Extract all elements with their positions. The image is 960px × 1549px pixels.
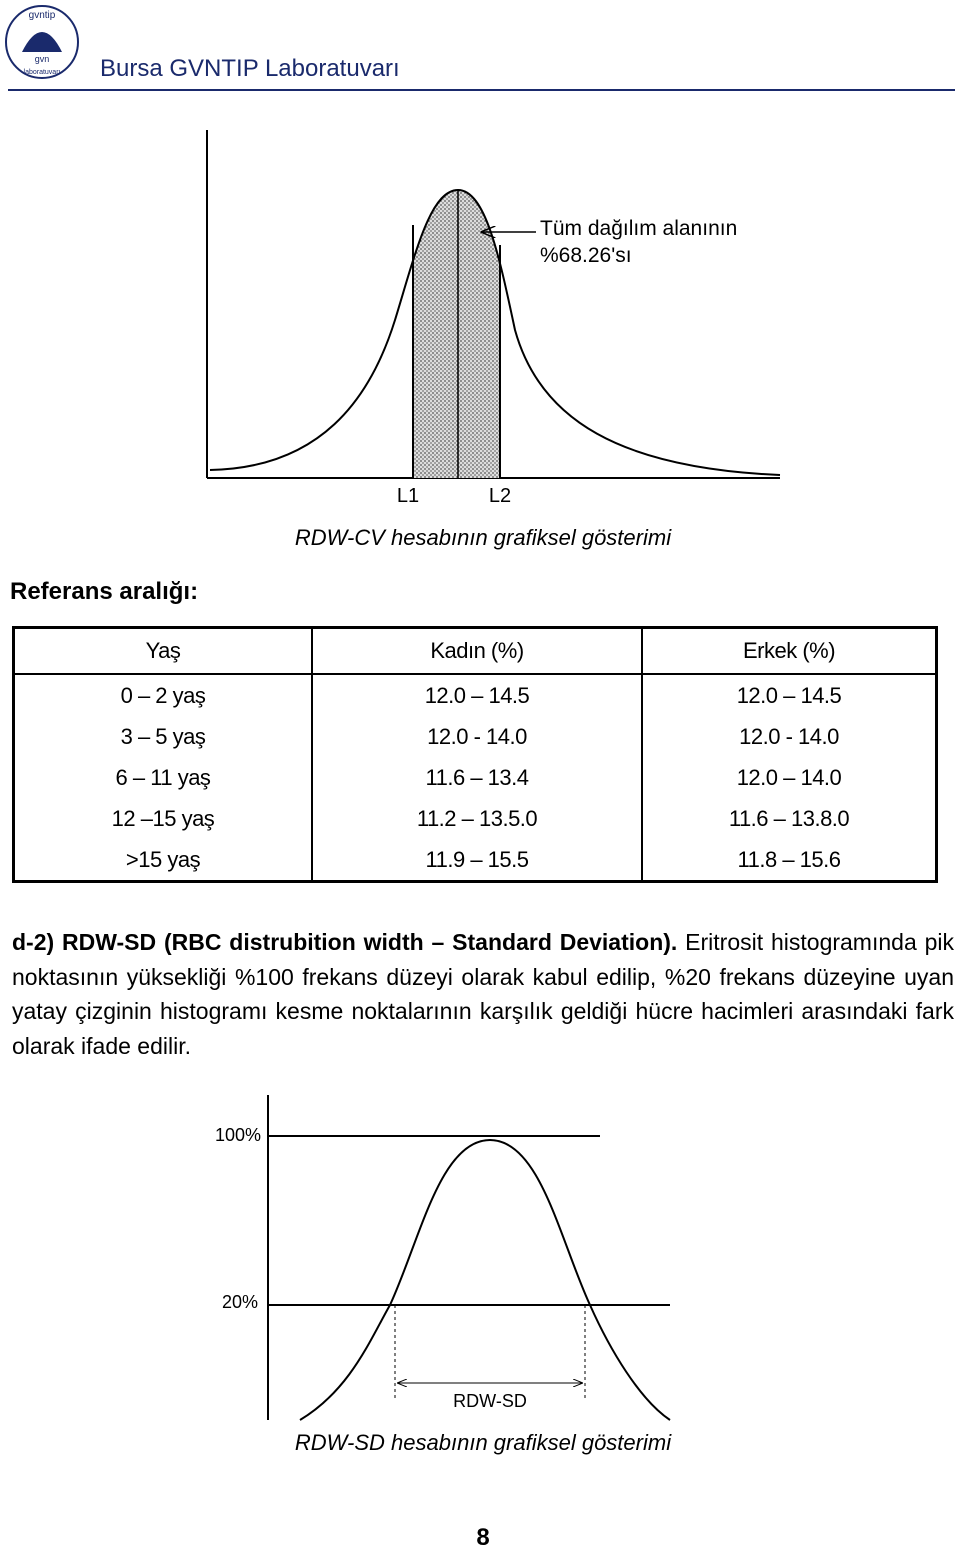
- table-cell: 11.8 – 15.6: [641, 839, 938, 882]
- paragraph-heading: d-2) RDW-SD (RBC distrubition width – St…: [12, 929, 678, 955]
- header-cell: Yaş: [12, 626, 313, 675]
- caption: RDW-SD hesabının grafiksel gösterimi: [295, 1430, 672, 1455]
- table-cell: 3 – 5 yaş: [12, 716, 313, 757]
- table-row: 0 – 2 yaş 12.0 – 14.5 12.0 – 14.5: [12, 674, 938, 716]
- logo: gvntip gvn laboratuvarı: [5, 5, 79, 79]
- header-cell: Kadın (%): [311, 626, 643, 675]
- table-cell: 0 – 2 yaş: [12, 674, 313, 716]
- table-row: 12 –15 yaş 11.2 – 13.5.0 11.6 – 13.8.0: [12, 798, 938, 839]
- table-cell: 11.6 – 13.4: [311, 757, 643, 798]
- table-cell: 11.9 – 15.5: [311, 839, 643, 882]
- axis-label: L2: [489, 485, 511, 507]
- table-row: 3 – 5 yaş 12.0 - 14.0 12.0 - 14.0: [12, 716, 938, 757]
- table-cell: 12.0 – 14.5: [311, 674, 643, 716]
- table-cell: 11.2 – 13.5.0: [311, 798, 643, 839]
- figure-rdw-sd: 100% 20% RDW-SD: [215, 1095, 671, 1421]
- table-cell: 12 –15 yaş: [12, 798, 313, 839]
- caption: RDW-CV hesabının grafiksel gösterimi: [295, 525, 672, 550]
- table-cell: 11.6 – 13.8.0: [641, 798, 938, 839]
- table-cell: >15 yaş: [12, 839, 313, 882]
- level-label: 100%: [215, 1125, 261, 1145]
- table-cell: 12.0 – 14.0: [641, 757, 938, 798]
- paragraph: d-2) RDW-SD (RBC distrubition width – St…: [12, 925, 954, 1063]
- table-cell: 12.0 - 14.0: [641, 716, 938, 757]
- table-cell: 12.0 – 14.5: [641, 674, 938, 716]
- table-header: Yaş Kadın (%) Erkek (%): [12, 626, 938, 675]
- figure-rdw-cv: Tüm dağılım alanının %68.26'sı L1 L2: [206, 130, 781, 507]
- level-label: 20%: [222, 1292, 258, 1312]
- annotation: Tüm dağılım alanının: [540, 217, 737, 240]
- header-title: Bursa GVNTIP Laboratuvarı: [100, 55, 400, 82]
- logo-middle: gvn: [35, 54, 50, 64]
- header-cell: Erkek (%): [641, 626, 938, 675]
- paragraph-text: Eritrosit histogramında pik noktasının y…: [12, 929, 954, 1059]
- axis-label: L1: [397, 485, 419, 507]
- page-number: 8: [476, 1524, 489, 1549]
- reference-table: Yaş Kadın (%) Erkek (%) 0 – 2 yaş 12.0 – …: [12, 626, 938, 883]
- logo-bottom: laboratuvarı: [24, 69, 61, 76]
- measure-label: RDW-SD: [453, 1391, 527, 1411]
- table-cell: 6 – 11 yaş: [12, 757, 313, 798]
- table-row: 6 – 11 yaş 11.6 – 13.4 12.0 – 14.0: [12, 757, 938, 798]
- annotation: %68.26'sı: [540, 244, 632, 267]
- section-title: Referans aralığı:: [10, 578, 198, 605]
- table-row: >15 yaş 11.9 – 15.5 11.8 – 15.6: [12, 839, 938, 882]
- logo-top: gvntip: [29, 10, 56, 21]
- table-cell: 12.0 - 14.0: [311, 716, 643, 757]
